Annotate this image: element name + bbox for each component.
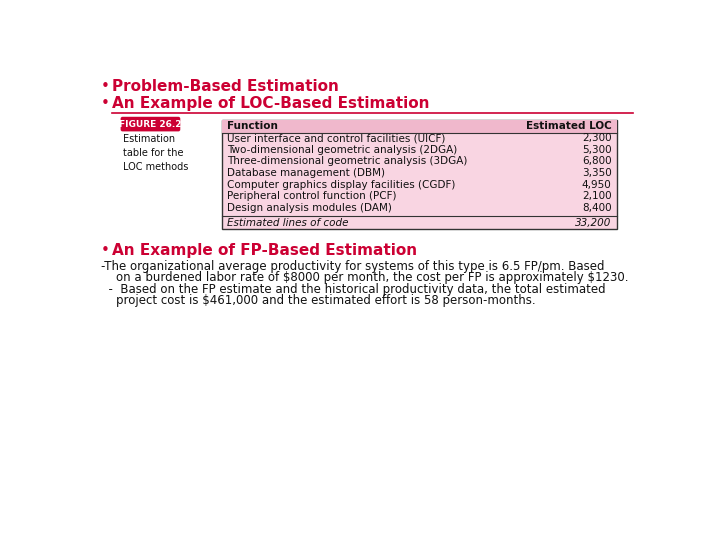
Text: 2,100: 2,100 (582, 191, 611, 201)
Text: -  Based on the FP estimate and the historical productivity data, the total esti: - Based on the FP estimate and the histo… (101, 283, 606, 296)
Text: An Example of LOC-Based Estimation: An Example of LOC-Based Estimation (112, 96, 429, 111)
Text: Estimation
table for the
LOC methods: Estimation table for the LOC methods (122, 134, 188, 172)
Text: Computer graphics display facilities (CGDF): Computer graphics display facilities (CG… (228, 179, 456, 190)
Text: FIGURE 26.2: FIGURE 26.2 (120, 119, 181, 129)
Text: •: • (101, 96, 109, 111)
Text: 3,350: 3,350 (582, 168, 611, 178)
FancyBboxPatch shape (222, 120, 617, 229)
Text: Function: Function (228, 122, 278, 131)
Text: project cost is \$461,000 and the estimated effort is 58 person-months.: project cost is \$461,000 and the estima… (101, 294, 536, 307)
Text: Database management (DBM): Database management (DBM) (228, 168, 385, 178)
Text: 4,950: 4,950 (582, 179, 611, 190)
Text: Estimated LOC: Estimated LOC (526, 122, 611, 131)
Text: User interface and control facilities (UICF): User interface and control facilities (U… (228, 133, 446, 143)
Text: 8,400: 8,400 (582, 202, 611, 213)
Text: An Example of FP-Based Estimation: An Example of FP-Based Estimation (112, 242, 417, 258)
Text: Three-dimensional geometric analysis (3DGA): Three-dimensional geometric analysis (3D… (228, 157, 467, 166)
Text: -The organizational average productivity for systems of this type is 6.5 FP/pm. : -The organizational average productivity… (101, 260, 604, 273)
Text: Peripheral control function (PCF): Peripheral control function (PCF) (228, 191, 397, 201)
Text: 2,300: 2,300 (582, 133, 611, 143)
Text: Estimated lines of code: Estimated lines of code (228, 218, 348, 228)
Text: Design analysis modules (DAM): Design analysis modules (DAM) (228, 202, 392, 213)
Text: 33,200: 33,200 (575, 218, 611, 228)
FancyBboxPatch shape (222, 120, 617, 132)
Text: Problem-Based Estimation: Problem-Based Estimation (112, 79, 338, 93)
Text: 6,800: 6,800 (582, 157, 611, 166)
Text: Two-dimensional geometric analysis (2DGA): Two-dimensional geometric analysis (2DGA… (228, 145, 457, 155)
Text: •: • (101, 242, 109, 258)
Text: on a burdened labor rate of \$8000 per month, the cost per FP is approximately \: on a burdened labor rate of \$8000 per m… (101, 271, 629, 284)
Text: •: • (101, 79, 109, 93)
Text: 5,300: 5,300 (582, 145, 611, 155)
FancyBboxPatch shape (121, 117, 180, 131)
